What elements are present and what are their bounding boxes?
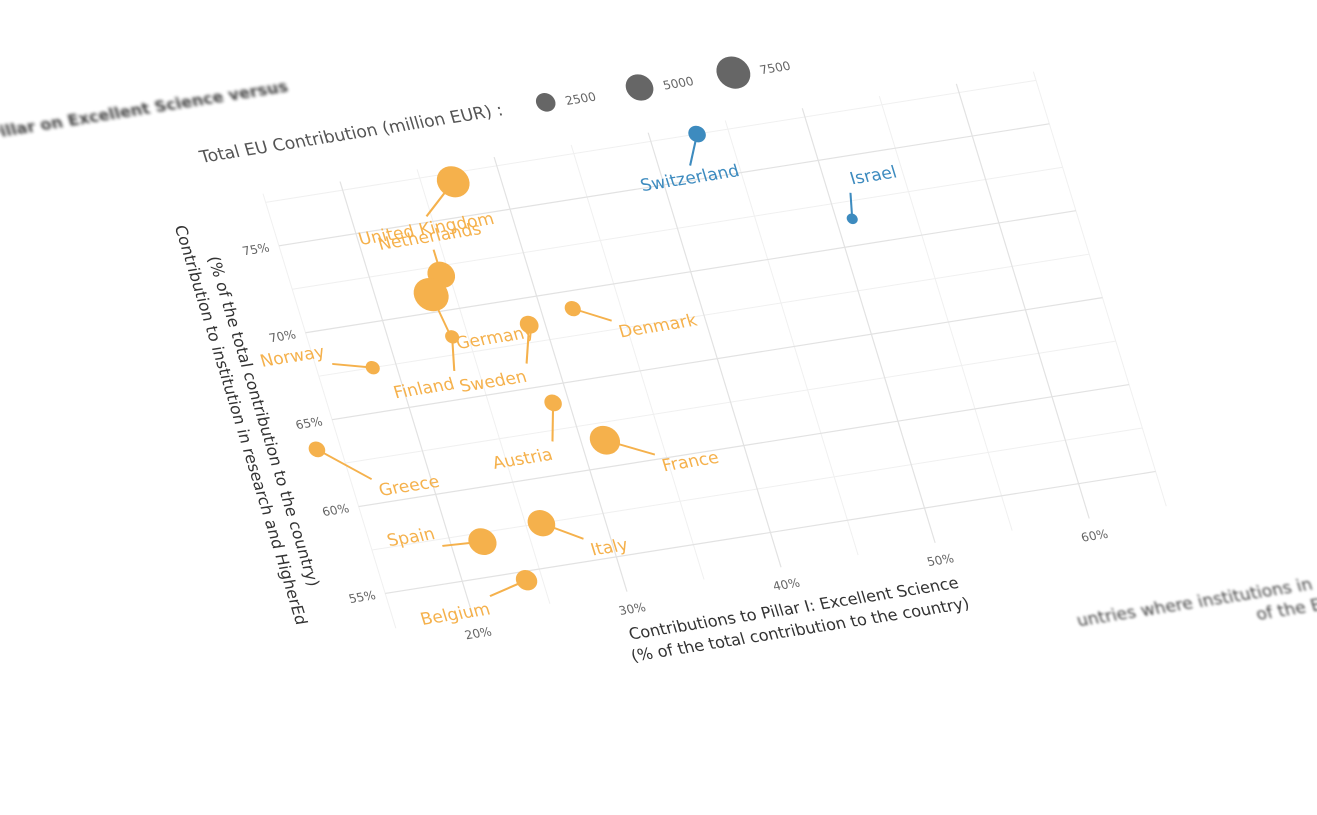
legend-title: Total EU Contribution (million EUR) :	[196, 101, 505, 168]
x-tick-label: 20%	[463, 625, 493, 643]
y-tick-label: 70%	[267, 328, 297, 346]
grid-line-minor	[570, 144, 705, 580]
leader-line	[316, 448, 373, 481]
country-label: Norway	[258, 342, 328, 371]
country-label: Switzerland	[638, 161, 742, 196]
country-label: Italy	[588, 535, 630, 560]
data-point	[365, 360, 380, 375]
grid-line-y	[385, 470, 1156, 595]
legend-size-marker	[535, 93, 556, 112]
data-point	[515, 570, 538, 591]
country-label: Denmark	[617, 311, 700, 342]
y-tick-label: 60%	[320, 501, 350, 519]
data-point	[519, 315, 539, 334]
grid-line-minor	[724, 120, 859, 556]
data-point	[688, 125, 706, 143]
grid-line-minor	[262, 193, 397, 629]
grid-line-minor	[416, 169, 551, 604]
data-point	[468, 528, 497, 556]
country-label: Greece	[376, 472, 442, 501]
grid-line-x	[493, 156, 628, 592]
country-label: Israel	[848, 163, 900, 189]
legend-size-label: 7500	[758, 59, 792, 77]
legend-size-label: 2500	[564, 90, 598, 108]
grid-line-x	[801, 108, 936, 543]
country-label: Sweden	[457, 367, 529, 397]
x-tick-label: 50%	[925, 551, 955, 569]
grid-line-y	[331, 297, 1103, 421]
legend-size-marker	[716, 56, 751, 89]
grid-line-y	[358, 383, 1130, 508]
legend-size-label: 5000	[661, 74, 695, 92]
country-label: Finland	[391, 375, 457, 404]
data-point	[413, 277, 449, 312]
x-tick-label: 40%	[771, 576, 801, 594]
data-point	[589, 425, 621, 455]
y-tick-label: 75%	[241, 241, 271, 259]
grid-line-x	[647, 132, 782, 568]
grid-line-minor	[1032, 71, 1167, 507]
grid-line-y	[305, 210, 1077, 334]
data-point	[564, 300, 581, 317]
data-point	[544, 394, 562, 412]
y-tick-label: 55%	[347, 588, 377, 606]
x-tick-label: 30%	[617, 600, 647, 618]
data-point	[445, 330, 460, 344]
data-point	[308, 441, 326, 458]
data-point	[436, 166, 470, 198]
country-label: Austria	[490, 445, 555, 474]
grid-line-y	[278, 123, 1050, 247]
grid-line-x	[339, 181, 474, 617]
grid-line-minor	[878, 95, 1013, 531]
legend-size-marker	[625, 74, 654, 101]
country-label: Spain	[385, 524, 438, 551]
x-tick-label: 60%	[1079, 527, 1109, 545]
grid-line-x	[955, 83, 1090, 519]
data-point	[846, 213, 858, 225]
y-tick-label: 65%	[294, 415, 324, 433]
data-point	[527, 510, 556, 537]
country-label: France	[660, 448, 722, 476]
